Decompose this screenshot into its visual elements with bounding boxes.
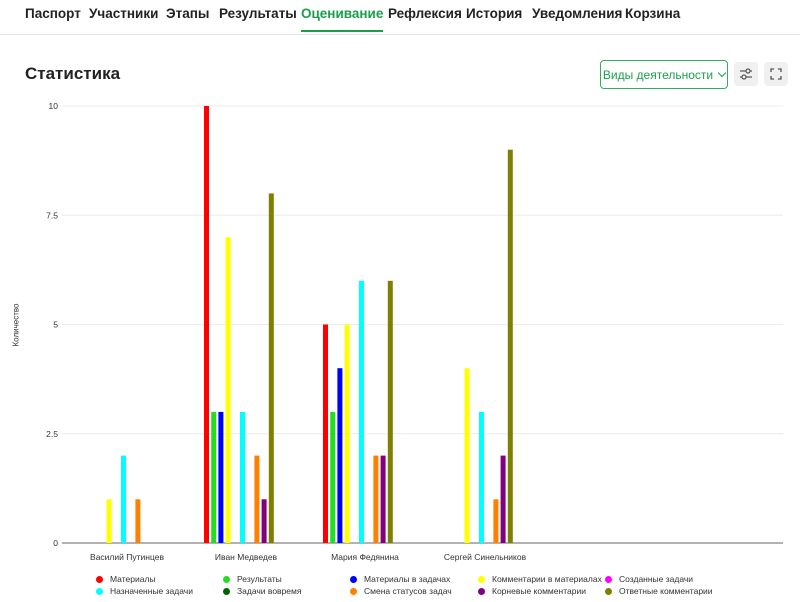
chevron-down-icon [717, 68, 727, 78]
bar [121, 455, 126, 543]
tab-item[interactable]: Оценивание [301, 6, 384, 32]
legend-swatch [223, 575, 230, 583]
bar [106, 499, 112, 543]
legend-label: Корневые комментарии [492, 586, 586, 596]
y-tick-label: 0 [53, 538, 58, 548]
y-tick-label: 7.5 [46, 210, 58, 220]
legend-label: Ответные комментарии [619, 586, 713, 596]
tab-item[interactable]: Этапы [166, 6, 210, 21]
legend-swatch [350, 587, 357, 595]
filter-settings-button[interactable] [734, 62, 758, 86]
legend-label: Смена статусов задач [364, 586, 452, 596]
legend-swatch [96, 587, 103, 595]
x-tick-label: Мария Федянина [331, 552, 399, 562]
bar [373, 455, 379, 543]
bar [500, 455, 506, 543]
bar [225, 237, 231, 543]
y-tick-label: 5 [53, 320, 58, 330]
bar [479, 411, 484, 543]
tab-item[interactable]: Участники [89, 6, 159, 21]
bar [261, 499, 267, 543]
tab-item[interactable]: Результаты [219, 6, 297, 21]
dropdown-label: Виды деятельности [602, 67, 714, 82]
legend-item[interactable]: Корневые комментарии [478, 586, 586, 596]
legend-item[interactable]: Смена статусов задач [350, 586, 452, 596]
bar [240, 411, 245, 543]
bar [323, 324, 328, 543]
legend-swatch [478, 587, 485, 595]
tab-item[interactable]: Рефлексия [388, 6, 462, 21]
bar-chart: 0 2.5 5 7.5 10 Василий Путинцев Иван Медведев М… [46, 101, 783, 562]
legend-label: Результаты [237, 574, 282, 584]
x-tick-label: Иван Медведев [215, 552, 278, 562]
legend-item[interactable]: Материалы в задачах [350, 574, 450, 584]
page-title: Статистика [25, 64, 121, 83]
fullscreen-icon [770, 68, 782, 80]
y-tick-label: 10 [49, 101, 59, 111]
tab-item[interactable]: История [466, 6, 523, 21]
bar [344, 324, 350, 543]
bar [337, 368, 343, 543]
legend-item[interactable]: Назначенные задачи [96, 586, 193, 596]
legend-swatch [478, 575, 485, 583]
legend-label: Комментарии в материалах [492, 574, 602, 584]
bar [211, 411, 217, 543]
bar [218, 411, 224, 543]
legend-swatch [223, 587, 230, 595]
fullscreen-button[interactable] [764, 62, 788, 86]
bar [380, 455, 386, 543]
bar [204, 106, 209, 543]
bar [493, 499, 499, 543]
legend-item[interactable]: Ответные комментарии [605, 586, 713, 596]
legend-swatch [605, 575, 612, 583]
tab-bar: Паспорт Участники Этапы Результаты Оценивани… [0, 0, 800, 35]
activity-type-dropdown[interactable]: Виды деятельности [600, 60, 728, 89]
legend-label: Созданные задачи [619, 574, 694, 584]
x-tick-label: Сергей Синельников [444, 552, 527, 562]
legend-item[interactable]: Комментарии в материалах [478, 574, 602, 584]
chart-legend: Материалы Результаты Материалы в задачах Ко… [0, 574, 800, 600]
y-tick-label: 2.5 [46, 429, 58, 439]
bar [135, 499, 141, 543]
x-tick-label: Василий Путинцев [90, 552, 164, 562]
bar [464, 368, 470, 543]
legend-swatch [605, 587, 612, 595]
legend-label: Материалы в задачах [364, 574, 451, 584]
bar [359, 280, 364, 543]
sliders-icon [740, 68, 752, 80]
bar [254, 455, 260, 543]
tab-item[interactable]: Уведомления [532, 6, 623, 21]
tab-item[interactable]: Корзина [625, 6, 681, 21]
bar [507, 149, 513, 543]
legend-label: Материалы [110, 574, 156, 584]
legend-item[interactable]: Результаты [223, 574, 282, 584]
legend-item[interactable]: Задачи вовремя [223, 586, 301, 596]
legend-label: Назначенные задачи [110, 586, 193, 596]
tab-item[interactable]: Паспорт [25, 6, 81, 21]
bar [330, 411, 336, 543]
bar [387, 280, 393, 543]
legend-swatch [96, 575, 103, 583]
legend-swatch [350, 575, 357, 583]
bar [268, 193, 274, 543]
legend-item[interactable]: Материалы [96, 574, 156, 584]
legend-label: Задачи вовремя [237, 586, 302, 596]
legend-item[interactable]: Созданные задачи [605, 574, 693, 584]
